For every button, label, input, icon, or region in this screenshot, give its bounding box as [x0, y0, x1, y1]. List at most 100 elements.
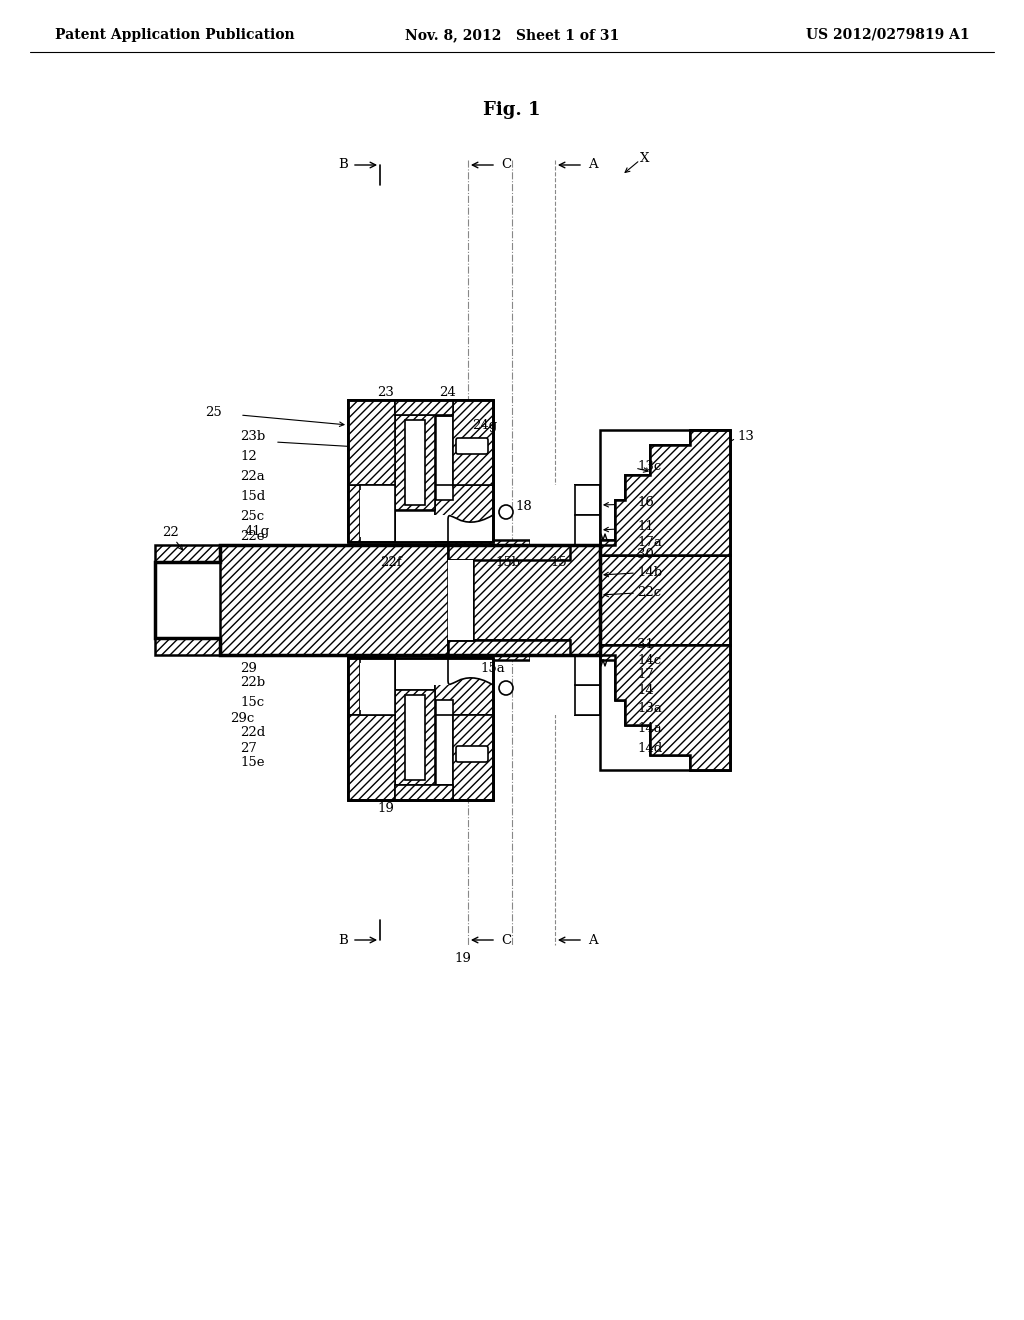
Polygon shape [360, 657, 395, 715]
Text: 14a: 14a [637, 722, 662, 734]
Text: 22f: 22f [380, 556, 401, 569]
Polygon shape [406, 515, 453, 543]
Text: 15e: 15e [240, 756, 264, 770]
Text: 19: 19 [378, 801, 394, 814]
Polygon shape [395, 785, 453, 800]
Polygon shape [406, 696, 425, 780]
FancyBboxPatch shape [456, 746, 488, 762]
Polygon shape [575, 484, 600, 515]
Polygon shape [449, 540, 570, 560]
Polygon shape [575, 685, 600, 715]
Text: B: B [338, 933, 348, 946]
Text: 14d: 14d [637, 742, 663, 755]
Polygon shape [395, 414, 435, 510]
Polygon shape [453, 715, 493, 800]
Text: 29: 29 [240, 661, 257, 675]
Text: B: B [338, 158, 348, 172]
Text: 25: 25 [205, 405, 222, 418]
Text: Fig. 1: Fig. 1 [483, 102, 541, 119]
Text: 22d: 22d [240, 726, 265, 739]
Polygon shape [575, 515, 600, 545]
Text: 17a: 17a [637, 536, 662, 549]
Polygon shape [348, 657, 395, 715]
Polygon shape [395, 400, 453, 414]
Polygon shape [600, 645, 730, 770]
Polygon shape [348, 657, 395, 715]
Text: Patent Application Publication: Patent Application Publication [55, 28, 295, 42]
Text: X: X [640, 152, 649, 165]
Polygon shape [348, 715, 395, 800]
Polygon shape [395, 400, 453, 414]
Text: 15d: 15d [240, 491, 265, 503]
Text: A: A [588, 158, 598, 172]
Polygon shape [360, 490, 390, 537]
Polygon shape [600, 430, 730, 554]
Polygon shape [458, 719, 488, 795]
Polygon shape [348, 715, 453, 800]
Polygon shape [600, 554, 730, 645]
Circle shape [499, 506, 513, 519]
Text: 22e: 22e [240, 531, 264, 544]
Polygon shape [453, 400, 493, 484]
Text: 29c: 29c [230, 711, 254, 725]
Text: 15b: 15b [495, 556, 520, 569]
Text: 14: 14 [637, 684, 653, 697]
Text: C: C [501, 158, 511, 172]
Polygon shape [575, 655, 600, 715]
Text: 15a: 15a [480, 661, 505, 675]
Text: 18: 18 [515, 500, 531, 513]
Polygon shape [449, 560, 473, 640]
Text: 13c: 13c [637, 461, 662, 474]
Polygon shape [395, 414, 435, 510]
Text: 24: 24 [439, 385, 457, 399]
Polygon shape [348, 700, 395, 715]
Text: C: C [501, 933, 511, 946]
Text: 17: 17 [637, 668, 654, 681]
Polygon shape [575, 484, 600, 545]
Polygon shape [348, 400, 453, 484]
Polygon shape [155, 545, 600, 655]
Polygon shape [530, 484, 575, 545]
Polygon shape [360, 663, 390, 710]
Text: 31: 31 [637, 639, 654, 652]
FancyBboxPatch shape [456, 438, 488, 454]
Text: US 2012/0279819 A1: US 2012/0279819 A1 [806, 28, 970, 42]
Polygon shape [348, 484, 395, 543]
Polygon shape [348, 484, 395, 543]
Text: A: A [588, 933, 598, 946]
Polygon shape [155, 562, 220, 638]
Polygon shape [600, 645, 730, 770]
Text: 15c: 15c [240, 697, 264, 710]
Polygon shape [395, 690, 435, 785]
Circle shape [499, 681, 513, 696]
Text: 27: 27 [240, 742, 257, 755]
Polygon shape [406, 657, 453, 685]
Polygon shape [435, 657, 493, 715]
Polygon shape [449, 640, 570, 660]
Polygon shape [453, 715, 493, 800]
Polygon shape [406, 420, 425, 506]
Polygon shape [453, 400, 493, 484]
Polygon shape [395, 785, 453, 800]
Polygon shape [348, 400, 395, 484]
Polygon shape [530, 655, 575, 715]
Polygon shape [449, 560, 473, 640]
Polygon shape [458, 405, 488, 480]
Text: 13a: 13a [637, 701, 662, 714]
Polygon shape [575, 484, 600, 545]
Polygon shape [348, 484, 395, 500]
Text: 15: 15 [550, 556, 566, 569]
PathPatch shape [435, 515, 493, 543]
Text: 11: 11 [637, 520, 653, 533]
Polygon shape [600, 430, 730, 554]
Text: 19: 19 [455, 952, 471, 965]
Text: 16: 16 [637, 496, 654, 510]
Text: 13: 13 [737, 430, 754, 444]
Polygon shape [575, 655, 600, 685]
Polygon shape [155, 545, 600, 655]
Text: Nov. 8, 2012   Sheet 1 of 31: Nov. 8, 2012 Sheet 1 of 31 [404, 28, 620, 42]
PathPatch shape [435, 657, 493, 685]
Text: 22c: 22c [637, 586, 662, 598]
Polygon shape [435, 484, 493, 543]
Text: 14c: 14c [637, 653, 662, 667]
